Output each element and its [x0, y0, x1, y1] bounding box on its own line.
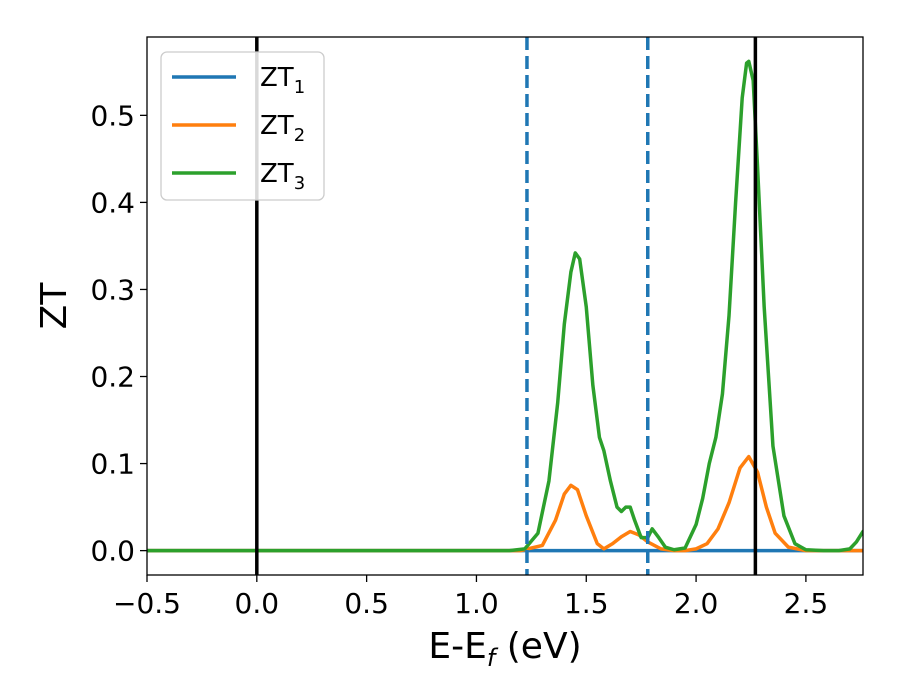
y-tick-label: 0.0: [90, 535, 135, 568]
legend-label-zt3: ZT3: [260, 159, 305, 194]
legend: ZT1 ZT2 ZT3: [160, 51, 325, 201]
y-tick-label: 0.2: [90, 361, 135, 394]
x-tick-label: 0.0: [235, 587, 280, 620]
series-line-zt3: [147, 59, 863, 553]
x-tick-label: 0.5: [344, 587, 389, 620]
x-tick-label: 2.0: [674, 587, 719, 620]
y-tick-label: 0.1: [90, 448, 135, 481]
x-tick-label: 1.5: [564, 587, 609, 620]
x-axis-ticks: −0.5 0.0 0.5 1.0 1.5 2.0 2.5: [113, 575, 828, 620]
legend-label-zt1: ZT1: [260, 63, 305, 98]
y-axis-ticks: 0.0 0.1 0.2 0.3 0.4 0.5: [90, 99, 147, 568]
x-tick-label: −0.5: [113, 587, 181, 620]
series-line-zt2: [147, 454, 863, 553]
x-axis-title: E-Ef (eV): [428, 626, 581, 672]
y-tick-label: 0.4: [90, 186, 135, 219]
legend-label-zt2: ZT2: [260, 111, 305, 146]
y-tick-label: 0.3: [90, 273, 135, 306]
legend-box: [160, 51, 325, 201]
x-tick-label: 1.0: [454, 587, 499, 620]
y-axis-title: ZT: [34, 282, 75, 330]
plot-frame: [146, 36, 864, 576]
y-tick-label: 0.5: [90, 99, 135, 132]
x-tick-label: 2.5: [784, 587, 829, 620]
